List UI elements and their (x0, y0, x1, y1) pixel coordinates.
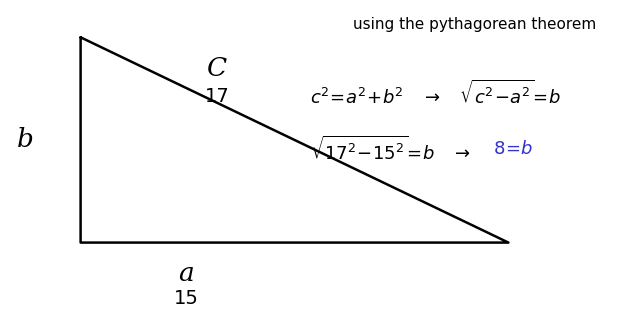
Text: a: a (178, 261, 194, 286)
Text: 15: 15 (174, 289, 198, 308)
Text: b: b (16, 128, 33, 152)
Text: using the pythagorean theorem: using the pythagorean theorem (353, 17, 596, 32)
Text: $c^2\!=\!a^2\!+\!b^2$   $\rightarrow$   $\sqrt{c^2\!-\!a^2}\!=\!b$: $c^2\!=\!a^2\!+\!b^2$ $\rightarrow$ $\sq… (310, 79, 561, 108)
Text: 17: 17 (205, 87, 229, 106)
Text: C: C (207, 56, 227, 81)
Text: $8\!=\!b$: $8\!=\!b$ (493, 140, 533, 158)
Text: $\sqrt{17^2\!-\!15^2}\!=\!b$   $\rightarrow$: $\sqrt{17^2\!-\!15^2}\!=\!b$ $\rightarro… (310, 135, 487, 164)
